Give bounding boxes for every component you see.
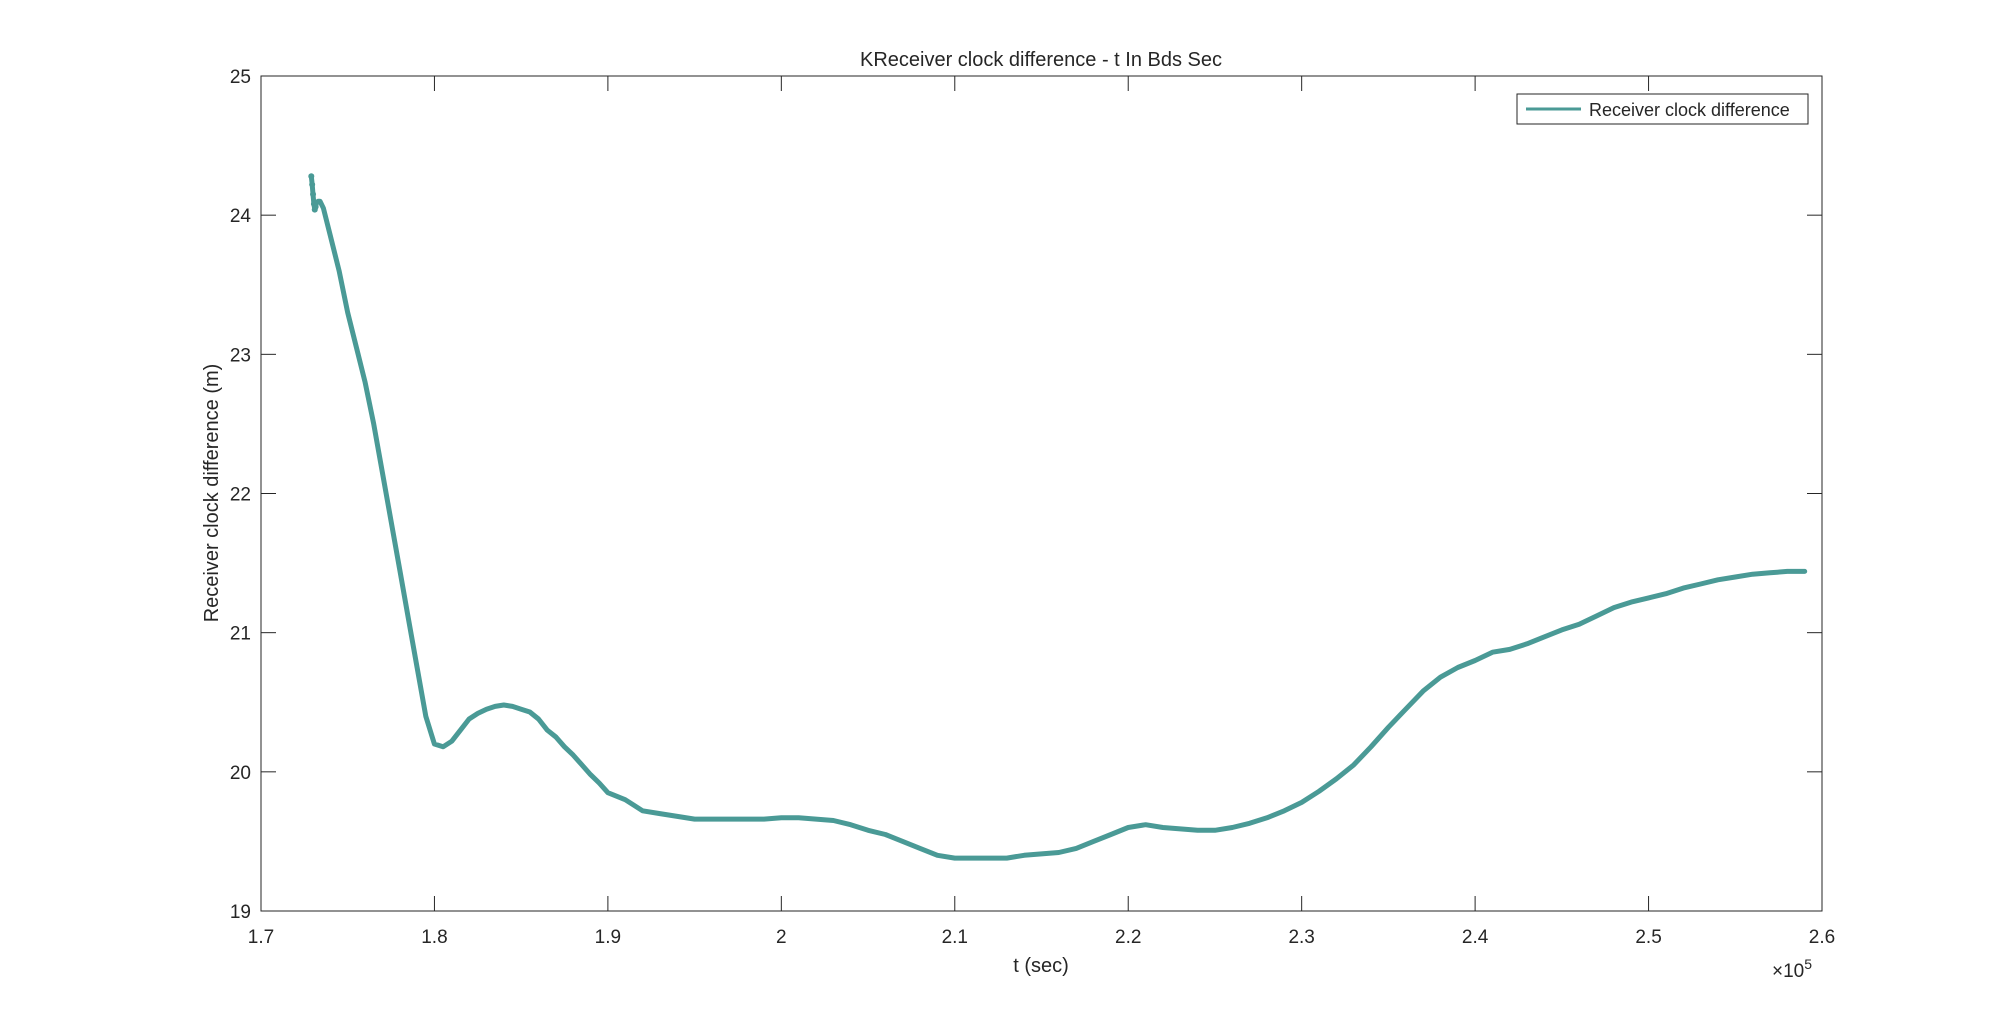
data-point: [308, 173, 315, 180]
x-tick-label: 2.4: [1462, 927, 1489, 948]
x-tick-label: 2: [776, 927, 787, 948]
x-tick-label: 2.2: [1115, 927, 1141, 948]
y-tick-label: 19: [230, 902, 251, 923]
legend-entry-receiver-clock-difference: Receiver clock difference: [1589, 100, 1790, 120]
data-point: [310, 191, 317, 198]
x-axis-ticks: 1.7 1.8 1.9 2 2.1 2.2 2.3 2.4 2.5 2.6: [248, 76, 1835, 948]
x-axis-exponent-base: ×10: [1772, 961, 1804, 982]
chart-title: KReceiver clock difference - t In Bds Se…: [860, 49, 1222, 71]
y-tick-label: 24: [230, 206, 252, 227]
x-tick-label: 2.5: [1635, 927, 1661, 948]
x-tick-label: 1.8: [421, 927, 447, 948]
x-axis-exponent: ×105: [1772, 956, 1812, 982]
data-point: [309, 181, 316, 188]
y-axis-ticks: 19 20 21 22 23 24 25: [230, 67, 1822, 923]
series-line-receiver-clock-difference: [308, 173, 1808, 861]
x-tick-label: 2.1: [942, 927, 968, 948]
data-point: [312, 203, 319, 210]
y-tick-label: 25: [230, 67, 251, 88]
x-axis-exponent-power: 5: [1804, 956, 1812, 972]
x-tick-label: 1.9: [595, 927, 621, 948]
y-tick-label: 23: [230, 345, 251, 366]
x-tick-label: 2.3: [1288, 927, 1314, 948]
plot-area: [260, 75, 1823, 912]
x-tick-label: 1.7: [248, 927, 274, 948]
y-tick-label: 20: [230, 763, 251, 784]
x-tick-label: 2.6: [1809, 927, 1835, 948]
legend: Receiver clock difference: [1516, 93, 1809, 125]
y-axis-label: Receiver clock difference (m): [201, 364, 223, 623]
y-tick-label: 21: [230, 624, 251, 645]
x-axis-label: t (sec): [1013, 955, 1069, 977]
y-tick-label: 22: [230, 485, 251, 506]
series-layer: [308, 173, 1808, 861]
